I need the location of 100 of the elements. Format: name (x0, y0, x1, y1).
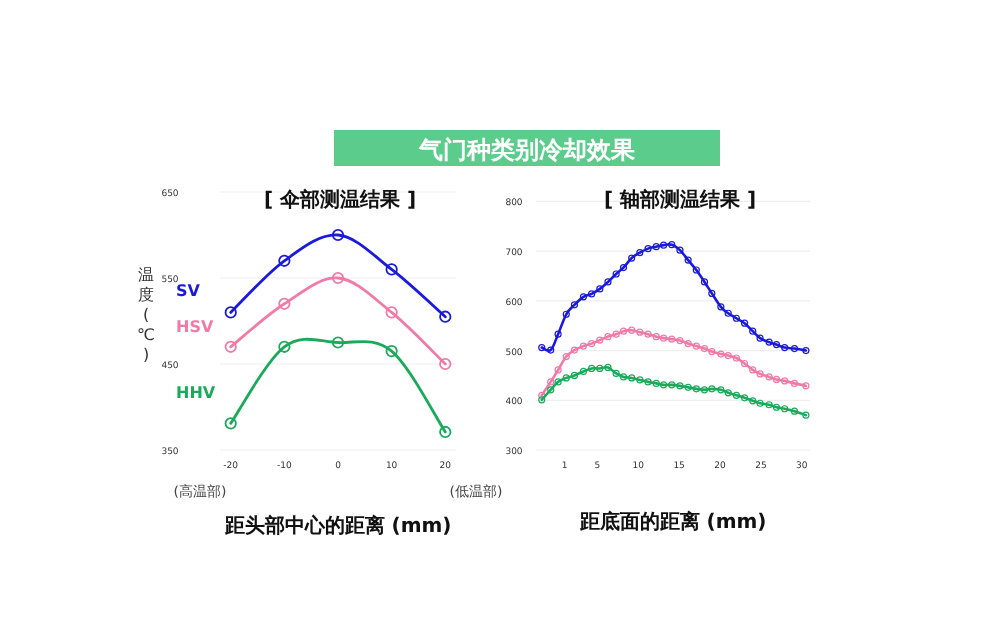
point (385, 345, 398, 358)
point (676, 337, 684, 345)
line-series (538, 363, 810, 419)
point (644, 245, 652, 253)
point (659, 334, 668, 342)
y-axis-title: 温度(℃) (137, 266, 156, 364)
point (579, 293, 588, 301)
point (278, 340, 291, 353)
point (604, 333, 612, 341)
point (547, 378, 555, 386)
point (724, 351, 732, 360)
point (636, 376, 644, 384)
point (619, 373, 628, 381)
point (385, 306, 398, 319)
point (652, 379, 660, 387)
point (756, 334, 764, 342)
point (790, 407, 799, 415)
point (570, 346, 579, 354)
point (781, 405, 789, 413)
point (588, 364, 596, 373)
point (554, 366, 562, 374)
point (224, 340, 237, 353)
x-axis-title: 距底面的距离 (mm) (577, 510, 767, 534)
point (612, 330, 620, 338)
point (700, 278, 709, 286)
point (562, 310, 570, 318)
point (644, 378, 652, 386)
series-label: HSV (176, 318, 215, 336)
point (538, 396, 546, 404)
point (756, 370, 764, 378)
point (439, 310, 452, 323)
point (802, 382, 810, 390)
point (604, 363, 612, 372)
line-series (538, 241, 810, 355)
point (596, 285, 604, 293)
point (668, 241, 676, 249)
point (732, 314, 740, 322)
point (717, 350, 725, 358)
point (802, 346, 810, 355)
point (740, 394, 749, 402)
point (772, 403, 781, 411)
point (692, 266, 700, 274)
point (385, 263, 398, 276)
point (628, 326, 636, 334)
point (439, 425, 452, 439)
point (802, 411, 810, 419)
point (538, 391, 546, 399)
point (708, 385, 716, 393)
point (579, 367, 588, 376)
point (588, 290, 596, 298)
point (772, 340, 781, 349)
x-axis-title: 距头部中心的距离 (mm) (222, 514, 452, 538)
text: 气门种类别冷却效果 (417, 136, 637, 164)
point (717, 386, 725, 394)
point (278, 254, 291, 267)
point (439, 357, 452, 371)
point (554, 378, 562, 386)
point (700, 386, 709, 394)
point (612, 369, 620, 378)
point (772, 375, 781, 383)
point (644, 330, 652, 338)
point (570, 371, 579, 380)
point (790, 344, 799, 353)
point (676, 246, 684, 254)
point (659, 241, 668, 249)
point (636, 328, 644, 336)
point (636, 249, 644, 257)
point (604, 278, 612, 286)
chart-title: [ 伞部测温结果 ] (263, 188, 417, 212)
point (652, 243, 660, 251)
point (717, 303, 725, 311)
point (700, 344, 709, 353)
point (278, 297, 291, 310)
point (579, 342, 588, 350)
point (668, 381, 676, 389)
point (570, 301, 579, 309)
point (652, 333, 660, 341)
point (331, 336, 345, 349)
point (224, 306, 237, 319)
point (724, 309, 732, 317)
point (684, 383, 692, 391)
point (749, 327, 757, 335)
point (765, 338, 773, 346)
point (224, 417, 237, 430)
point (765, 373, 773, 381)
point (740, 359, 749, 368)
point (749, 366, 757, 374)
point (331, 271, 345, 285)
point (708, 347, 716, 356)
point (612, 270, 620, 278)
series-label: SV (176, 282, 202, 300)
point (668, 335, 676, 343)
point (628, 374, 636, 382)
point (692, 342, 700, 350)
point (588, 340, 596, 348)
series-label: HHV (176, 384, 217, 402)
point (628, 254, 636, 262)
point (790, 379, 799, 387)
point (676, 382, 684, 390)
point (781, 377, 789, 385)
